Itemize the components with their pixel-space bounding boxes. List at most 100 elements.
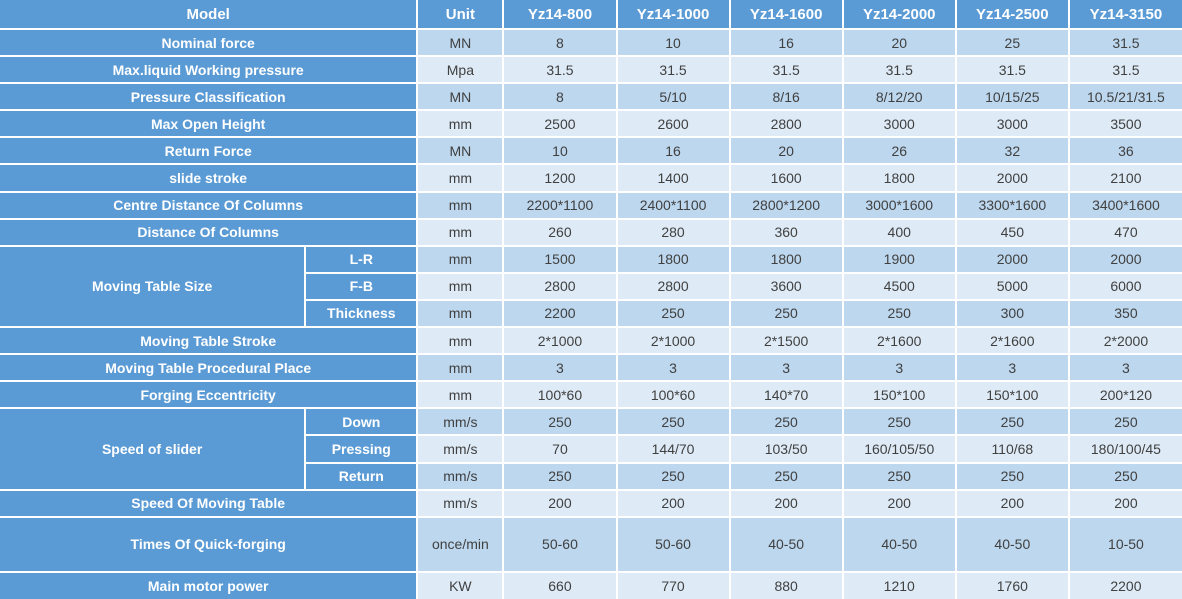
value-cell: 31.5 — [954, 55, 1070, 85]
value-cell: 10-50 — [1067, 515, 1182, 573]
header-column-yz14-1600: Yz14-1600 — [728, 0, 844, 30]
value-cell: 250 — [1067, 461, 1182, 491]
row-sublabel: L-R — [304, 244, 419, 274]
row-sublabel: Thickness — [304, 298, 419, 329]
value-cell: 5000 — [954, 271, 1070, 301]
value-cell: 200 — [1067, 488, 1182, 518]
value-cell: 144/70 — [615, 434, 731, 464]
value-cell: 1500 — [502, 244, 618, 274]
row-sublabel: Down — [304, 407, 419, 437]
row-label: Max Open Height — [0, 109, 419, 139]
value-cell: 31.5 — [1067, 55, 1182, 85]
value-cell: 2800 — [502, 271, 618, 301]
value-cell: 2100 — [1067, 163, 1182, 193]
value-cell: 250 — [841, 461, 957, 491]
value-cell: 180/100/45 — [1067, 434, 1182, 464]
row-sublabel: Pressing — [304, 434, 419, 464]
unit-cell: mm/s — [416, 488, 505, 518]
table-row: Moving Table Stroke mm 2*1000 2*1000 2*1… — [0, 326, 1182, 356]
value-cell: 350 — [1067, 298, 1182, 329]
value-cell: 31.5 — [502, 55, 618, 85]
value-cell: 470 — [1067, 217, 1182, 247]
value-cell: 2800 — [728, 109, 844, 139]
value-cell: 2600 — [615, 109, 731, 139]
value-cell: 770 — [615, 570, 731, 599]
table-row: slide stroke mm 1200 1400 1600 1800 2000… — [0, 163, 1182, 193]
value-cell: 8/16 — [728, 82, 844, 112]
value-cell: 25 — [954, 27, 1070, 58]
value-cell: 6000 — [1067, 271, 1182, 301]
unit-cell: mm — [416, 271, 505, 301]
value-cell: 3 — [728, 353, 844, 383]
header-column-yz14-800: Yz14-800 — [502, 0, 618, 30]
value-cell: 3000 — [954, 109, 1070, 139]
value-cell: 40-50 — [841, 515, 957, 573]
value-cell: 10.5/21/31.5 — [1067, 82, 1182, 112]
value-cell: 250 — [728, 407, 844, 437]
value-cell: 200 — [615, 488, 731, 518]
value-cell: 1400 — [615, 163, 731, 193]
value-cell: 2400*1100 — [615, 190, 731, 220]
unit-cell: mm/s — [416, 407, 505, 437]
value-cell: 250 — [1067, 407, 1182, 437]
row-sublabel: F-B — [304, 271, 419, 301]
header-unit: Unit — [416, 0, 505, 30]
value-cell: 32 — [954, 136, 1070, 166]
value-cell: 150*100 — [954, 380, 1070, 410]
value-cell: 2*2000 — [1067, 326, 1182, 356]
value-cell: 200 — [954, 488, 1070, 518]
table-row: Pressing mm/s 70 144/70 103/50 160/105/5… — [0, 434, 1182, 464]
table-row: Centre Distance Of Columns mm 2200*1100 … — [0, 190, 1182, 220]
value-cell: 3 — [954, 353, 1070, 383]
value-cell: 250 — [502, 407, 618, 437]
value-cell: 250 — [615, 407, 731, 437]
value-cell: 70 — [502, 434, 618, 464]
row-label: Forging Eccentricity — [0, 380, 419, 410]
value-cell: 280 — [615, 217, 731, 247]
value-cell: 200 — [728, 488, 844, 518]
table-row: Return mm/s 250 250 250 250 250 250 — [0, 461, 1182, 491]
value-cell: 2*1600 — [841, 326, 957, 356]
value-cell: 2200*1100 — [502, 190, 618, 220]
unit-cell: mm — [416, 217, 505, 247]
value-cell: 250 — [954, 461, 1070, 491]
header-column-yz14-3150: Yz14-3150 — [1067, 0, 1182, 30]
value-cell: 31.5 — [615, 55, 731, 85]
header-model: Model — [0, 0, 419, 30]
value-cell: 160/105/50 — [841, 434, 957, 464]
unit-cell: mm — [416, 190, 505, 220]
value-cell: 1600 — [728, 163, 844, 193]
value-cell: 16 — [615, 136, 731, 166]
unit-cell: mm/s — [416, 461, 505, 491]
table-row: Forging Eccentricity mm 100*60 100*60 14… — [0, 380, 1182, 410]
value-cell: 110/68 — [954, 434, 1070, 464]
value-cell: 660 — [502, 570, 618, 599]
table-row: Return Force MN 10 16 20 26 32 36 — [0, 136, 1182, 166]
value-cell: 450 — [954, 217, 1070, 247]
unit-cell: MN — [416, 136, 505, 166]
value-cell: 1800 — [615, 244, 731, 274]
value-cell: 10/15/25 — [954, 82, 1070, 112]
value-cell: 300 — [954, 298, 1070, 329]
row-group-label: Moving Table Size — [0, 244, 307, 329]
table-row: Speed of slider Down mm/s 250 250 250 25… — [0, 407, 1182, 491]
value-cell: 2500 — [502, 109, 618, 139]
value-cell: 360 — [728, 217, 844, 247]
value-cell: 1800 — [728, 244, 844, 274]
table-row: Times Of Quick-forging once/min 50-60 50… — [0, 515, 1182, 573]
value-cell: 31.5 — [841, 55, 957, 85]
value-cell: 103/50 — [728, 434, 844, 464]
unit-cell: once/min — [416, 515, 505, 573]
value-cell: 31.5 — [728, 55, 844, 85]
value-cell: 2000 — [954, 163, 1070, 193]
value-cell: 250 — [502, 461, 618, 491]
value-cell: 40-50 — [954, 515, 1070, 573]
value-cell: 3600 — [728, 271, 844, 301]
row-group-label: Speed of slider — [0, 407, 307, 491]
header-column-yz14-2500: Yz14-2500 — [954, 0, 1070, 30]
value-cell: 3000*1600 — [841, 190, 957, 220]
table-row: Max.liquid Working pressure Mpa 31.5 31.… — [0, 55, 1182, 85]
unit-cell: mm — [416, 353, 505, 383]
value-cell: 250 — [841, 298, 957, 329]
value-cell: 2200 — [1067, 570, 1182, 599]
